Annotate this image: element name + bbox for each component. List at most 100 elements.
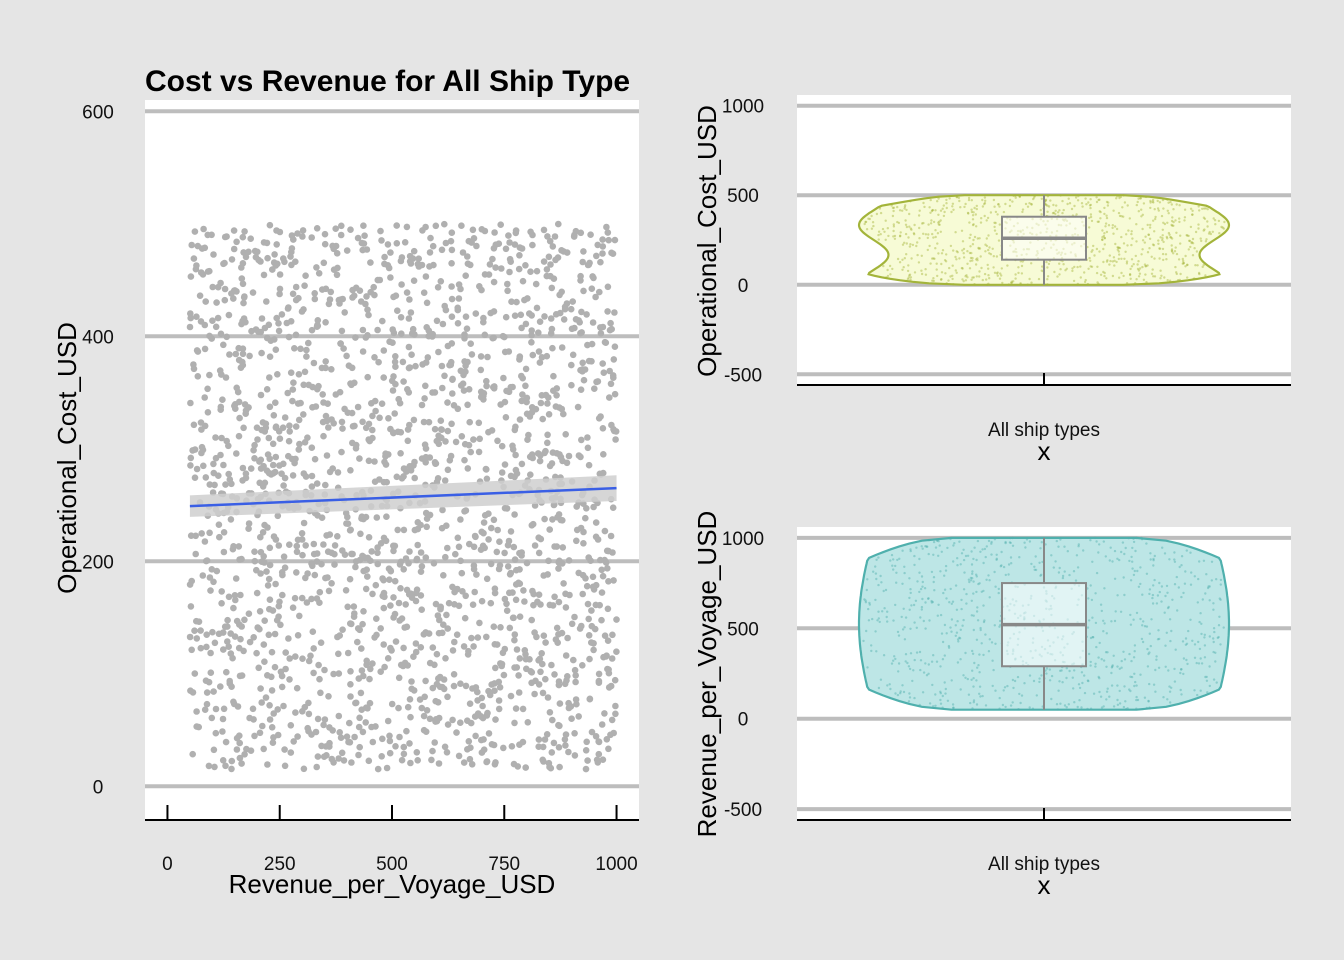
- violin-revenue-jitter-point: [901, 582, 904, 585]
- scatter-point: [276, 271, 284, 278]
- violin-cost-jitter-point: [1204, 240, 1208, 243]
- violin-cost-jitter-point: [1199, 237, 1202, 240]
- violin-revenue-jitter-point: [1157, 629, 1160, 632]
- scatter-point: [320, 753, 328, 760]
- violin-revenue-jitter-point: [918, 571, 921, 574]
- violin-cost-jitter-point: [1178, 278, 1182, 282]
- scatter-point: [338, 222, 345, 230]
- violin-cost-jitter-point: [882, 264, 885, 268]
- scatter-point: [219, 757, 227, 764]
- violin-cost-jitter-point: [1090, 219, 1094, 223]
- scatter-point: [347, 668, 354, 675]
- scatter-point: [272, 262, 280, 269]
- scatter-point: [242, 470, 250, 478]
- violin-cost-jitter-point: [987, 234, 990, 237]
- scatter-point: [449, 716, 456, 724]
- violin-cost-jitter-point: [1098, 210, 1101, 213]
- scatter-point: [189, 447, 196, 454]
- violin-revenue-jitter-point: [924, 662, 927, 665]
- scatter-point: [220, 705, 228, 713]
- scatter-point: [266, 221, 274, 229]
- scatter-point: [341, 309, 349, 316]
- violin-cost-jitter-point: [1134, 254, 1138, 258]
- scatter-point: [293, 548, 301, 556]
- violin-revenue-jitter-point: [1091, 636, 1094, 639]
- violin-revenue-jitter-point: [958, 540, 961, 543]
- scatter-point: [437, 278, 445, 285]
- violin-cost-jitter-point: [966, 211, 970, 215]
- violin-cost-jitter-point: [920, 269, 923, 272]
- scatter-point: [467, 261, 474, 269]
- violin-revenue-jitter-point: [1154, 668, 1157, 672]
- violin-cost-jitter-point: [916, 241, 919, 244]
- violin-cost-jitter-point: [1170, 250, 1174, 253]
- violin-revenue-jitter-point: [1129, 613, 1132, 617]
- violin-revenue-jitter-point: [937, 603, 940, 606]
- violin-revenue-jitter-point: [1024, 546, 1027, 549]
- violin-cost-jitter-point: [1095, 271, 1099, 275]
- violin-revenue-jitter-point: [1151, 602, 1155, 605]
- violin-revenue-jitter-point: [1130, 659, 1133, 663]
- scatter-point: [202, 474, 210, 481]
- scatter-point: [490, 308, 498, 315]
- violin-revenue-jitter-point: [1002, 689, 1005, 692]
- scatter-point: [425, 418, 433, 426]
- scatter-point: [381, 593, 388, 601]
- violin-revenue-jitter-point: [943, 681, 946, 684]
- violin-cost-jitter-point: [901, 243, 905, 246]
- violin-revenue-jitter-point: [907, 665, 911, 668]
- scatter-point: [457, 719, 464, 726]
- violin-cost-jitter-point: [1165, 258, 1168, 261]
- scatter-point: [494, 437, 501, 445]
- scatter-point: [364, 373, 372, 381]
- scatter-point: [422, 453, 430, 461]
- scatter-point: [511, 631, 519, 638]
- violin-cost-y-tick-label: -500: [724, 365, 762, 386]
- scatter-point: [498, 469, 506, 476]
- violin-cost-jitter-point: [976, 259, 979, 262]
- scatter-point: [528, 679, 535, 687]
- violin-cost-boxplot: [1001, 195, 1087, 285]
- violin-cost-jitter-point: [1098, 198, 1101, 201]
- scatter-point: [421, 395, 428, 402]
- violin-cost-jitter-point: [1153, 230, 1156, 233]
- scatter-point: [535, 681, 543, 688]
- violin-cost-jitter-point: [1099, 273, 1103, 276]
- scatter-point: [512, 451, 519, 459]
- violin-cost-jitter-point: [1151, 243, 1155, 246]
- violin-cost-jitter-point: [1073, 204, 1076, 208]
- scatter-point: [355, 675, 363, 682]
- scatter-point: [301, 368, 309, 376]
- violin-cost-jitter-point: [1143, 263, 1147, 266]
- violin-cost-jitter-point: [985, 278, 988, 281]
- scatter-point: [540, 226, 548, 234]
- violin-cost-jitter-point: [1157, 209, 1161, 212]
- scatter-point: [371, 458, 378, 465]
- scatter-point: [326, 739, 333, 747]
- violin-revenue-jitter-point: [982, 653, 985, 657]
- violin-revenue-jitter-point: [959, 563, 962, 566]
- violin-revenue-jitter-point: [924, 627, 927, 630]
- scatter-point: [296, 612, 303, 620]
- scatter-point: [442, 553, 449, 561]
- violin-cost-jitter-point: [912, 232, 916, 235]
- scatter-point: [533, 267, 541, 275]
- violin-revenue-jitter-point: [1011, 544, 1015, 547]
- violin-cost-jitter-point: [1125, 233, 1128, 236]
- violin-revenue-jitter-point: [1102, 630, 1105, 633]
- violin-cost-jitter-point: [1197, 223, 1200, 226]
- violin-cost-jitter-point: [1046, 195, 1050, 198]
- scatter-point: [405, 591, 413, 598]
- scatter-point: [238, 275, 246, 282]
- violin-cost-jitter-point: [1001, 281, 1004, 285]
- scatter-point: [288, 248, 295, 256]
- scatter-point: [507, 528, 515, 535]
- violin-cost-jitter-point: [937, 213, 940, 216]
- scatter-point: [598, 589, 606, 596]
- violin-revenue-jitter-point: [1093, 536, 1097, 540]
- scatter-point: [348, 550, 355, 558]
- scatter-point: [412, 362, 419, 370]
- scatter-point: [429, 684, 437, 692]
- violin-revenue-jitter-point: [1189, 618, 1192, 621]
- violin-revenue-jitter-point: [1198, 560, 1201, 563]
